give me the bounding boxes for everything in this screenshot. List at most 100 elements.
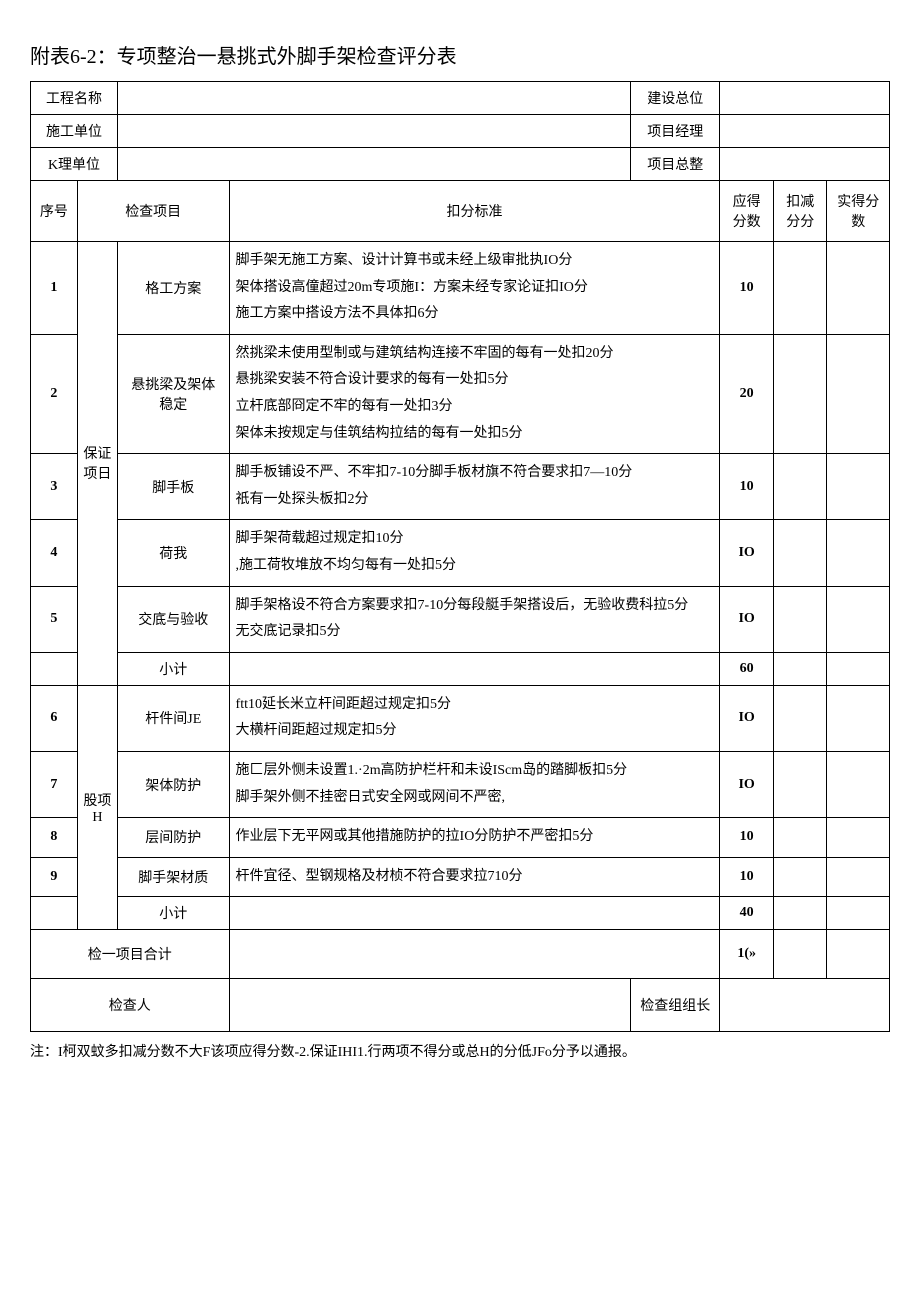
row-actual: [827, 586, 890, 652]
col-should: 应得 分数: [720, 181, 774, 242]
row-score: 20: [720, 334, 774, 453]
row-seq: 2: [31, 334, 78, 453]
row-deduct: [773, 857, 827, 897]
pm-value: [720, 115, 890, 148]
header-row: 施工单位 项目经理: [31, 115, 890, 148]
row-item: 脚手架材质: [118, 857, 230, 897]
row-item: 层间防护: [118, 818, 230, 858]
row-deduct: [773, 751, 827, 817]
col-seq: 序号: [31, 181, 78, 242]
construct-unit-value: [118, 115, 631, 148]
row-item: 杆件间JE: [118, 685, 230, 751]
score-table: 工程名称 建设总位 施工单位 项目经理 K理单位 项目总整 序号 检查项目 扣分…: [30, 81, 890, 1032]
subtotal-row: 小计 40: [31, 897, 890, 930]
row-item: 格工方案: [118, 242, 230, 335]
row-criteria: 杆件宜径、型钢规格及材桢不符合要求拉710分: [229, 857, 720, 897]
leader-value: [720, 979, 890, 1032]
row-item: 悬挑梁及架体 稳定: [118, 334, 230, 453]
total-actual: [827, 930, 890, 979]
total-criteria: [229, 930, 720, 979]
footer-row: 检查人 检查组组长: [31, 979, 890, 1032]
row-actual: [827, 857, 890, 897]
total-label: 检一项目合计: [31, 930, 230, 979]
table-row: 8 层间防护 作业层下无平网或其他措施防护的拉IO分防护不严密扣5分 10: [31, 818, 890, 858]
row-score: 10: [720, 857, 774, 897]
table-row: 5 交底与验收 脚手架格设不符合方案要求扣7-10分每段艇手架搭设后，无验收费科…: [31, 586, 890, 652]
footnote: 注：I柯双蚊多扣减分数不大F该项应得分数-2.保证IHI1.行两项不得分或总H的…: [30, 1042, 890, 1064]
subtotal-deduct: [773, 652, 827, 685]
row-deduct: [773, 454, 827, 520]
table-row: 6 股项 H 杆件间JE ftt10延长米立杆间距超过规定扣5分 大横杆间距超过…: [31, 685, 890, 751]
leader-label: 检查组组长: [631, 979, 720, 1032]
col-deduct-std: 扣分标准: [229, 181, 720, 242]
row-item: 架体防护: [118, 751, 230, 817]
row-criteria: 脚手架无施工方案、设计计算书或未经上级审批执IO分 架体搭设高僮超过20m专项施…: [229, 242, 720, 335]
subtotal-actual: [827, 652, 890, 685]
row-actual: [827, 334, 890, 453]
header-row: 工程名称 建设总位: [31, 82, 890, 115]
row-seq: 3: [31, 454, 78, 520]
row-item: 荷我: [118, 520, 230, 586]
inspector-label: 检查人: [31, 979, 230, 1032]
row-seq: 9: [31, 857, 78, 897]
row-score: IO: [720, 685, 774, 751]
table-row: 7 架体防护 施匚层外恻未设置1.·2m高防护栏杆和未设IScm岛的踏脚板扣5分…: [31, 751, 890, 817]
subtotal-criteria: [229, 652, 720, 685]
row-score: 10: [720, 818, 774, 858]
row-criteria: 脚手架格设不符合方案要求扣7-10分每段艇手架搭设后，无验收费科拉5分 无交底记…: [229, 586, 720, 652]
row-seq: 4: [31, 520, 78, 586]
row-actual: [827, 454, 890, 520]
row-criteria: 然挑梁未使用型制或与建筑结构连接不牢固的每有一处扣20分 悬挑梁安装不符合设计要…: [229, 334, 720, 453]
col-check-item: 检查项目: [77, 181, 229, 242]
row-score: IO: [720, 520, 774, 586]
k-unit-label: K理单位: [31, 148, 118, 181]
row-seq: 7: [31, 751, 78, 817]
project-name-value: [118, 82, 631, 115]
row-seq: 6: [31, 685, 78, 751]
subtotal-deduct: [773, 897, 827, 930]
subtotal-label: 小计: [118, 897, 230, 930]
row-seq: 8: [31, 818, 78, 858]
table-row: 2 悬挑梁及架体 稳定 然挑梁未使用型制或与建筑结构连接不牢固的每有一处扣20分…: [31, 334, 890, 453]
table-row: 1 保证 项日 格工方案 脚手架无施工方案、设计计算书或未经上级审批执IO分 架…: [31, 242, 890, 335]
proj-total-value: [720, 148, 890, 181]
group-label: 股项 H: [77, 685, 117, 930]
row-item: 交底与验收: [118, 586, 230, 652]
row-score: 10: [720, 454, 774, 520]
k-unit-value: [118, 148, 631, 181]
row-score: IO: [720, 751, 774, 817]
row-criteria: 脚手板铺设不严、不牢扣7-10分脚手板材旗不符合要求扣7—10分 祇有一处探头板…: [229, 454, 720, 520]
row-actual: [827, 818, 890, 858]
build-unit-label: 建设总位: [631, 82, 720, 115]
proj-total-label: 项目总整: [631, 148, 720, 181]
col-deduct: 扣减 分分: [773, 181, 827, 242]
row-deduct: [773, 818, 827, 858]
subtotal-label: 小计: [118, 652, 230, 685]
project-name-label: 工程名称: [31, 82, 118, 115]
row-deduct: [773, 242, 827, 335]
page-title: 附表6-2：专项整治一悬挑式外脚手架检查评分表: [30, 40, 890, 69]
construct-unit-label: 施工单位: [31, 115, 118, 148]
table-row: 9 脚手架材质 杆件宜径、型钢规格及材桢不符合要求拉710分 10: [31, 857, 890, 897]
row-score: 10: [720, 242, 774, 335]
row-actual: [827, 242, 890, 335]
subtotal-seq: [31, 652, 78, 685]
subtotal-actual: [827, 897, 890, 930]
row-deduct: [773, 334, 827, 453]
row-criteria: 作业层下无平网或其他措施防护的拉IO分防护不严密扣5分: [229, 818, 720, 858]
total-score: 1(»: [720, 930, 774, 979]
row-deduct: [773, 685, 827, 751]
group-label: 保证 项日: [77, 242, 117, 686]
subtotal-seq: [31, 897, 78, 930]
row-criteria: 施匚层外恻未设置1.·2m高防护栏杆和未设IScm岛的踏脚板扣5分 脚手架外侧不…: [229, 751, 720, 817]
column-header-row: 序号 检查项目 扣分标准 应得 分数 扣减 分分 实得分 数: [31, 181, 890, 242]
col-actual: 实得分 数: [827, 181, 890, 242]
row-score: IO: [720, 586, 774, 652]
row-item: 脚手板: [118, 454, 230, 520]
row-actual: [827, 685, 890, 751]
table-row: 4 荷我 脚手架荷载超过规定扣10分 ,施工荷牧堆放不均匀每有一处扣5分 IO: [31, 520, 890, 586]
subtotal-row: 小计 60: [31, 652, 890, 685]
row-actual: [827, 751, 890, 817]
row-seq: 5: [31, 586, 78, 652]
pm-label: 项目经理: [631, 115, 720, 148]
